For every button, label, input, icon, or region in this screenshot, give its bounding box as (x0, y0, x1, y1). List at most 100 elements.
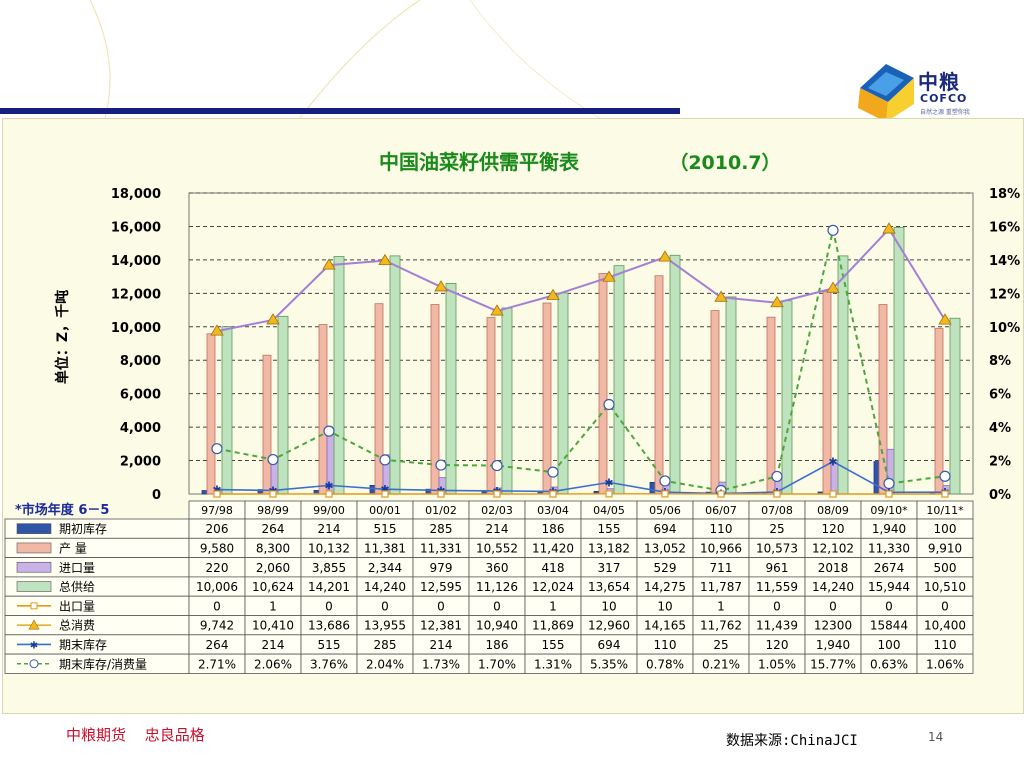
legend-label: 出口量 (59, 599, 95, 613)
consumption-point (602, 270, 616, 282)
data-label: 11,381 (364, 541, 406, 555)
y2-tick-label: 16% (989, 220, 1020, 235)
data-label: 1,940 (872, 522, 906, 536)
data-label: 11,869 (532, 619, 574, 633)
data-label: 100 (878, 638, 901, 652)
legend-marker (30, 602, 38, 610)
data-label: 12,102 (812, 541, 854, 555)
data-label: 10,966 (700, 541, 742, 555)
data-label: 1.73% (422, 657, 460, 671)
page-number: 14 (928, 730, 944, 744)
y2-tick-label: 8% (989, 354, 1011, 369)
table-cell (916, 653, 974, 674)
data-label: 285 (430, 522, 453, 536)
y2-tick-label: 2% (989, 455, 1011, 470)
y-tick-label: 18,000 (111, 187, 161, 202)
exports-point (605, 490, 613, 498)
data-label: 14,240 (812, 580, 854, 594)
consumption-point (882, 222, 896, 234)
data-label: 2,060 (256, 561, 290, 575)
data-label: 0.63% (870, 657, 908, 671)
data-label: 10,624 (252, 580, 294, 594)
data-label: 10,410 (252, 619, 294, 633)
y-tick-label: 0 (152, 488, 161, 503)
data-label: 110 (934, 638, 957, 652)
ending-stock-point: ✱ (212, 484, 221, 497)
consumption-point (210, 324, 224, 336)
data-label: 3,855 (312, 561, 346, 575)
data-label: 13,654 (588, 580, 630, 594)
y-tick-label: 14,000 (111, 254, 161, 269)
exports-point (269, 490, 277, 498)
x-tick-label: 99/00 (313, 504, 345, 517)
ratio-point (827, 224, 839, 236)
legend-swatch (16, 581, 52, 592)
exports-point (717, 490, 725, 498)
data-label: 15844 (870, 619, 908, 633)
consumption-point (378, 253, 392, 266)
footer-company-name: 中粮期货 (66, 726, 127, 744)
y-tick-label: 8,000 (120, 354, 161, 369)
ratio-point (939, 470, 951, 482)
data-label: 12,024 (532, 580, 574, 594)
data-label: 110 (654, 638, 677, 652)
data-label: 120 (822, 522, 845, 536)
legend-label: 期初库存 (59, 521, 107, 536)
data-label: 12,381 (420, 619, 462, 633)
consumption-point (546, 288, 560, 300)
data-label: 10 (601, 599, 616, 613)
exports-point (213, 490, 221, 498)
data-label: 2.71% (198, 657, 236, 671)
x-tick-label: 07/08 (761, 504, 793, 517)
bar-1 (206, 333, 216, 495)
ratio-point (379, 454, 391, 466)
data-label: 214 (262, 638, 285, 652)
series-line-consumption (216, 227, 946, 333)
consumption-point (322, 258, 336, 270)
ending-stock-point: ✱ (324, 479, 333, 492)
data-label: 500 (934, 561, 957, 575)
legend-swatch (16, 523, 52, 534)
legend-label: 期末库存/消费量 (59, 656, 147, 671)
data-label: 11,439 (756, 619, 798, 633)
data-label: 214 (486, 522, 509, 536)
y2-tick-label: 0% (989, 488, 1011, 503)
cofco-logo-icon (858, 64, 914, 122)
bar-1 (374, 303, 384, 495)
legend-swatch (16, 542, 52, 554)
data-source: 数据来源:ChinaJCI (726, 733, 858, 749)
x-tick-label: 04/05 (593, 504, 625, 517)
data-label: 694 (654, 522, 677, 536)
exports-point (325, 490, 333, 498)
data-label: 14,240 (364, 580, 406, 594)
legend-label: 总供给 (59, 580, 95, 594)
data-label: 14,201 (308, 580, 350, 594)
data-label: 264 (262, 522, 285, 536)
ratio-point (323, 425, 335, 437)
data-label: 13,955 (364, 619, 406, 633)
data-label: 0.78% (646, 657, 684, 671)
exports-point (437, 490, 445, 498)
data-label: 25 (769, 522, 784, 536)
bar-1 (542, 302, 552, 495)
data-label: 10,510 (924, 580, 966, 594)
ratio-point (771, 470, 783, 483)
data-label: 120 (766, 638, 789, 652)
data-label: 12,960 (588, 619, 630, 633)
bar-3 (445, 282, 457, 495)
data-label: 1.05% (758, 657, 796, 671)
header-rule (0, 108, 680, 114)
bar-1 (878, 304, 888, 495)
y2-tick-label: 6% (989, 388, 1011, 403)
series-line-ending-stock (216, 460, 946, 495)
bar-1 (598, 273, 608, 495)
data-label: 0 (885, 599, 893, 613)
data-label: 13,052 (644, 541, 686, 555)
consumption-point (434, 280, 448, 292)
exports-point (885, 490, 893, 498)
data-label: 317 (598, 561, 621, 575)
data-label: 8,300 (256, 541, 290, 555)
legend-label: 总消费 (59, 619, 95, 633)
legend-label: 产 量 (59, 541, 87, 555)
x-tick-label: 08/09 (817, 504, 849, 517)
